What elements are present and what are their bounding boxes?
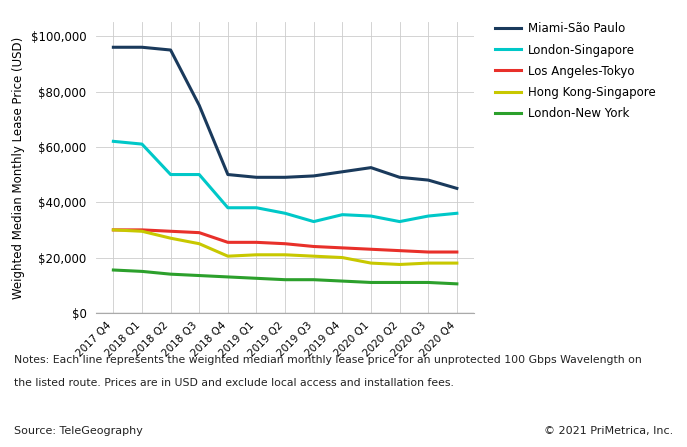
Hong Kong-Singapore	[310, 253, 318, 259]
Miami-São Paulo	[195, 103, 203, 108]
Los Angeles-Tokyo	[195, 230, 203, 235]
London-Singapore	[224, 205, 232, 211]
Hong Kong-Singapore	[109, 227, 117, 232]
Line: Hong Kong-Singapore: Hong Kong-Singapore	[113, 230, 457, 265]
Miami-São Paulo	[109, 45, 117, 50]
London-New York	[281, 277, 289, 283]
Hong Kong-Singapore	[166, 236, 174, 241]
Los Angeles-Tokyo	[338, 245, 346, 251]
Los Angeles-Tokyo	[166, 228, 174, 234]
Los Angeles-Tokyo	[310, 244, 318, 249]
Y-axis label: Weighted Median Monthly Lease Price (USD): Weighted Median Monthly Lease Price (USD…	[12, 37, 25, 299]
Los Angeles-Tokyo	[281, 241, 289, 246]
Miami-São Paulo	[367, 165, 375, 170]
London-Singapore	[424, 213, 432, 219]
London-New York	[424, 280, 432, 285]
Miami-São Paulo	[310, 173, 318, 179]
Hong Kong-Singapore	[396, 262, 404, 267]
London-Singapore	[310, 219, 318, 224]
London-New York	[195, 273, 203, 278]
Hong Kong-Singapore	[453, 261, 461, 266]
London-New York	[338, 278, 346, 284]
Text: Source: TeleGeography: Source: TeleGeography	[14, 426, 143, 436]
Miami-São Paulo	[224, 172, 232, 177]
Text: © 2021 PriMetrica, Inc.: © 2021 PriMetrica, Inc.	[544, 426, 673, 436]
London-New York	[367, 280, 375, 285]
Line: Los Angeles-Tokyo: Los Angeles-Tokyo	[113, 230, 457, 252]
London-New York	[396, 280, 404, 285]
London-Singapore	[109, 139, 117, 144]
Los Angeles-Tokyo	[453, 249, 461, 255]
London-New York	[310, 277, 318, 283]
Miami-São Paulo	[252, 175, 260, 180]
Miami-São Paulo	[396, 175, 404, 180]
Miami-São Paulo	[281, 175, 289, 180]
London-Singapore	[453, 211, 461, 216]
London-Singapore	[166, 172, 174, 177]
Hong Kong-Singapore	[367, 261, 375, 266]
Los Angeles-Tokyo	[424, 249, 432, 255]
Los Angeles-Tokyo	[224, 240, 232, 245]
London-Singapore	[195, 172, 203, 177]
London-Singapore	[367, 213, 375, 219]
Miami-São Paulo	[138, 45, 146, 50]
Hong Kong-Singapore	[281, 252, 289, 257]
Hong Kong-Singapore	[138, 228, 146, 234]
Text: Notes: Each line represents the weighted median monthly lease price for an unpro: Notes: Each line represents the weighted…	[14, 355, 642, 365]
Line: London-Singapore: London-Singapore	[113, 141, 457, 222]
Line: Miami-São Paulo: Miami-São Paulo	[113, 47, 457, 188]
London-Singapore	[396, 219, 404, 224]
Miami-São Paulo	[453, 186, 461, 191]
Los Angeles-Tokyo	[138, 227, 146, 232]
Line: London-New York: London-New York	[113, 270, 457, 284]
Los Angeles-Tokyo	[109, 227, 117, 232]
London-Singapore	[281, 211, 289, 216]
Hong Kong-Singapore	[224, 253, 232, 259]
Text: the listed route. Prices are in USD and exclude local access and installation fe: the listed route. Prices are in USD and …	[14, 378, 453, 388]
London-New York	[252, 276, 260, 281]
Miami-São Paulo	[424, 177, 432, 183]
Miami-São Paulo	[338, 169, 346, 174]
Miami-São Paulo	[166, 47, 174, 53]
London-New York	[138, 269, 146, 274]
Los Angeles-Tokyo	[367, 247, 375, 252]
London-New York	[166, 271, 174, 277]
Legend: Miami-São Paulo, London-Singapore, Los Angeles-Tokyo, Hong Kong-Singapore, Londo: Miami-São Paulo, London-Singapore, Los A…	[495, 22, 656, 121]
Hong Kong-Singapore	[424, 261, 432, 266]
Los Angeles-Tokyo	[252, 240, 260, 245]
London-Singapore	[252, 205, 260, 211]
London-New York	[109, 267, 117, 273]
Los Angeles-Tokyo	[396, 248, 404, 253]
London-New York	[453, 281, 461, 287]
London-New York	[224, 274, 232, 280]
London-Singapore	[138, 141, 146, 147]
London-Singapore	[338, 212, 346, 217]
Hong Kong-Singapore	[338, 255, 346, 260]
Hong Kong-Singapore	[195, 241, 203, 246]
Hong Kong-Singapore	[252, 252, 260, 257]
